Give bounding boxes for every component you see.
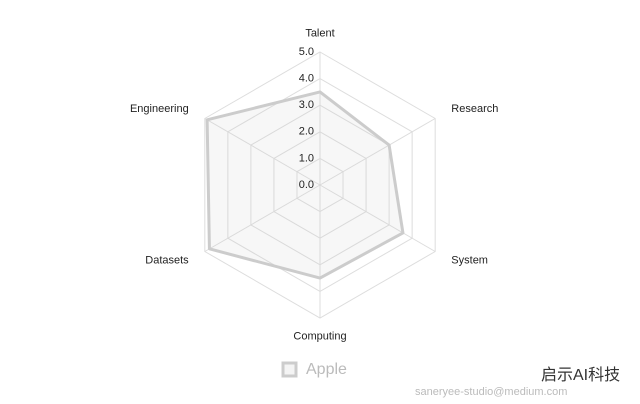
axis-label: Engineering [130,103,189,115]
r-tick-label: 4.0 [299,73,314,85]
series-area [205,90,405,280]
axis-label: Computing [293,331,346,343]
legend-label: Apple [306,361,347,378]
r-tick-label: 1.0 [299,152,314,164]
r-tick-label: 5.0 [299,46,314,58]
axis-label: System [451,255,488,267]
legend-swatch [281,361,298,378]
axis-label: Datasets [145,255,189,267]
spoke [319,118,436,186]
watermark: saneryee-studio@medium.com [415,386,567,398]
spoke [204,184,321,252]
r-tick-label: 2.0 [299,126,314,138]
axis-label: Talent [305,27,334,39]
spoke [319,184,436,252]
spoke [204,118,321,186]
r-tick-label: 0.0 [299,179,314,191]
axis-label: Research [451,103,498,115]
r-tick-label: 3.0 [299,99,314,111]
watermark: 启示AI科技 [541,366,620,384]
